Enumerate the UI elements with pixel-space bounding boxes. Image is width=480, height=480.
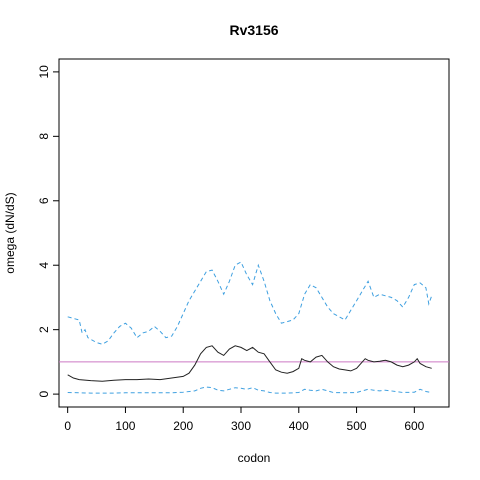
x-tick-label: 400 (289, 419, 309, 433)
x-tick-label: 300 (231, 419, 251, 433)
series-line-estimate (67, 345, 432, 382)
x-axis-label: codon (238, 451, 271, 465)
x-tick-label: 100 (115, 419, 135, 433)
y-tick-label: 10 (37, 65, 51, 79)
x-tick-label: 0 (64, 419, 71, 433)
x-tick-label: 500 (347, 419, 367, 433)
chart-title: Rv3156 (229, 22, 278, 38)
y-tick-label: 0 (37, 390, 51, 397)
y-tick-label: 8 (37, 133, 51, 140)
y-tick-label: 2 (37, 326, 51, 333)
x-tick-label: 600 (404, 419, 424, 433)
plot-frame (58, 58, 450, 408)
x-tick-label: 200 (173, 419, 193, 433)
y-axis-label: omega (dN/dS) (3, 192, 17, 273)
y-tick-label: 6 (37, 197, 51, 204)
y-axis: 0 2 4 6 8 10 (37, 65, 59, 397)
x-axis: 0 100 200 300 400 500 600 (64, 407, 425, 433)
series-line-lower-bound (67, 386, 432, 394)
series-layer (67, 261, 433, 394)
series-line-upper-bound (67, 261, 433, 345)
y-tick-label: 4 (37, 262, 51, 269)
